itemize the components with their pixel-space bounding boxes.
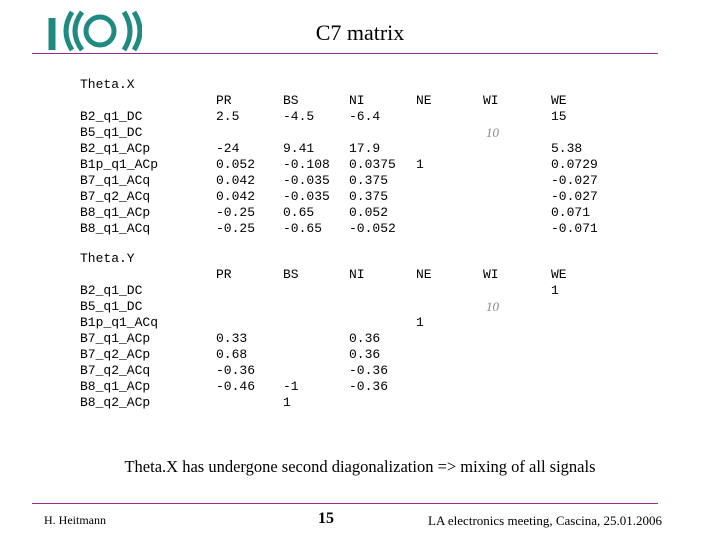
row-label: B7_q2_ACq <box>80 363 151 378</box>
matrix-cell: -0.035 <box>283 173 330 188</box>
matrix-cell: 1 <box>283 395 291 410</box>
header-we: WE <box>551 93 567 108</box>
matrix-cell: -0.46 <box>216 379 256 394</box>
header-value-ni: -6.4 <box>349 109 381 124</box>
footer-divider <box>32 503 658 504</box>
header-we: WE <box>551 267 567 282</box>
header-value-we: 15 <box>551 109 567 124</box>
header-wi: WI <box>483 267 499 282</box>
header-ne: NE <box>416 93 432 108</box>
row-label: B8_q1_ACp <box>80 205 151 220</box>
matrix-cell: 17.9 <box>349 141 381 156</box>
row-label: B7_q1_ACp <box>80 331 151 346</box>
matrix-cell: 0.36 <box>349 347 381 362</box>
theta-y-label: Theta.Y <box>80 251 135 266</box>
row-label: B2_q1_ACp <box>80 141 151 156</box>
slide-title: C7 matrix <box>315 20 405 45</box>
matrix-cell: 5.38 <box>551 141 583 156</box>
summary-note: Theta.X has undergone second diagonaliza… <box>124 457 596 476</box>
wi-note: 10 <box>486 299 499 314</box>
matrix-cell: -0.071 <box>551 221 598 236</box>
footer-author: H. Heitmann <box>44 513 106 527</box>
row-label: B2_q1_DC <box>80 109 143 124</box>
matrix-cell: 0.052 <box>216 157 256 172</box>
row-label: B5_q1_DC <box>80 125 143 140</box>
row-label: B5_q1_DC <box>80 299 143 314</box>
header-pr: PR <box>216 267 232 282</box>
matrix-cell: 9.41 <box>283 141 315 156</box>
header-wi: WI <box>483 93 499 108</box>
matrix-cell: -1 <box>283 379 299 394</box>
matrix-cell: -0.25 <box>216 205 256 220</box>
matrix-cell: 0.052 <box>349 205 389 220</box>
header-value-we: 1 <box>551 283 559 298</box>
matrix-cell: -0.027 <box>551 189 598 204</box>
row-label: B8_q1_ACp <box>80 379 151 394</box>
matrix-cell: -0.65 <box>283 221 323 236</box>
header-divider <box>32 53 658 54</box>
matrix-cell: -0.035 <box>283 189 330 204</box>
header-pr: PR <box>216 93 232 108</box>
row-label: B7_q1_ACq <box>80 173 151 188</box>
page-number: 15 <box>318 510 334 527</box>
header-bs: BS <box>283 267 299 282</box>
row-label: B8_q1_ACq <box>80 221 151 236</box>
matrix-cell: 0.68 <box>216 347 248 362</box>
matrix-cell: 0.071 <box>551 205 591 220</box>
row-label: B7_q2_ACq <box>80 189 151 204</box>
matrix-cell: 0.0375 <box>349 157 396 172</box>
footer-conference: LA electronics meeting, Cascina, 25.01.2… <box>428 513 662 528</box>
row-label: B8_q2_ACp <box>80 395 151 410</box>
matrix-cell: -0.108 <box>283 157 330 172</box>
theta-x-label: Theta.X <box>80 77 135 92</box>
institution-logo <box>48 10 142 52</box>
matrix-cell: 0.0729 <box>551 157 598 172</box>
header-value-bs: -4.5 <box>283 109 315 124</box>
matrix-cell: 0.36 <box>349 331 381 346</box>
matrix-cell: -0.052 <box>349 221 396 236</box>
matrix-cell: -0.027 <box>551 173 598 188</box>
wi-note: 10 <box>486 125 499 140</box>
matrix-cell: -0.36 <box>349 363 389 378</box>
matrix-cell: 0.375 <box>349 173 389 188</box>
header-ne: NE <box>416 267 432 282</box>
matrix-cell: -0.25 <box>216 221 256 236</box>
matrix-cell: 1 <box>416 157 424 172</box>
matrix-cell: -0.36 <box>216 363 256 378</box>
row-label: B2_q1_DC <box>80 283 143 298</box>
row-label: B7_q2_ACp <box>80 347 151 362</box>
matrix-cell: 0.042 <box>216 173 256 188</box>
matrix-cell: 0.375 <box>349 189 389 204</box>
row-label: B1p_q1_ACp <box>80 157 159 172</box>
row-label: B1p_q1_ACq <box>80 315 159 330</box>
matrix-cell: 0.33 <box>216 331 248 346</box>
matrix-cell: -0.36 <box>349 379 389 394</box>
header-ni: NI <box>349 267 365 282</box>
header-ni: NI <box>349 93 365 108</box>
matrix-cell: 1 <box>416 315 424 330</box>
header-bs: BS <box>283 93 299 108</box>
matrix-cell: 0.65 <box>283 205 315 220</box>
header-value-pr: 2.5 <box>216 109 240 124</box>
matrix-cell: 0.042 <box>216 189 256 204</box>
matrix-cell: -24 <box>216 141 240 156</box>
